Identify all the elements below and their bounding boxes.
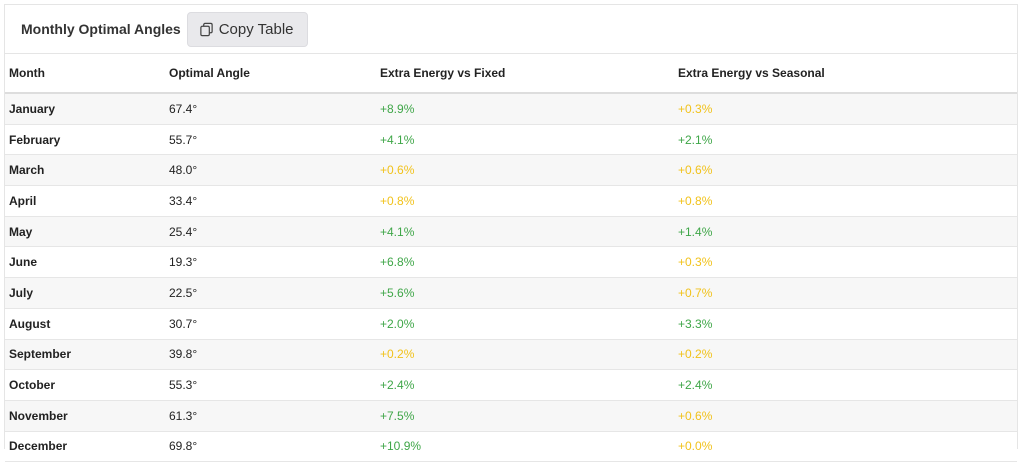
optimal-angles-panel: Monthly Optimal Angles Copy Table Month … (4, 4, 1018, 462)
month-cell: June (5, 246, 169, 279)
extra-vs-fixed-cell: +2.0% (380, 308, 678, 340)
extra-vs-seasonal-cell: +2.1% (678, 124, 1017, 156)
optimal-angle-cell: 55.7° (169, 124, 380, 156)
extra-vs-fixed-cell: +7.5% (380, 400, 678, 432)
table-body: January 67.4° +8.9% +0.3% February 55.7° +4.1%… (5, 93, 1017, 462)
extra-vs-fixed-cell: +8.9% (380, 93, 678, 125)
extra-vs-seasonal-cell: +0.0% (678, 431, 1017, 462)
extra-vs-seasonal-cell: +0.7% (678, 277, 1017, 309)
extra-vs-fixed-cell: +6.8% (380, 246, 678, 279)
extra-vs-seasonal-cell: +0.3% (678, 93, 1017, 125)
optimal-angle-cell: 33.4° (169, 185, 380, 217)
month-cell: July (5, 277, 169, 309)
table-row: December 69.8° +10.9% +0.0% (5, 431, 1017, 462)
column-header-optimal-angle[interactable]: Optimal Angle (169, 54, 380, 94)
optimal-angle-cell: 22.5° (169, 277, 380, 309)
column-header-month[interactable]: Month (5, 54, 169, 94)
extra-vs-seasonal-cell: +0.6% (678, 400, 1017, 432)
table-row: May 25.4° +4.1% +1.4% (5, 216, 1017, 248)
optimal-angle-cell: 55.3° (169, 369, 380, 401)
extra-vs-fixed-cell: +0.6% (380, 154, 678, 187)
table-row: June 19.3° +6.8% +0.3% (5, 246, 1017, 279)
extra-vs-fixed-cell: +0.2% (380, 339, 678, 371)
month-cell: August (5, 308, 169, 340)
panel-title: Monthly Optimal Angles (21, 21, 181, 37)
optimal-angle-cell: 25.4° (169, 216, 380, 248)
copy-table-button[interactable]: Copy Table (186, 11, 308, 47)
month-cell: January (5, 93, 169, 125)
column-header-extra-vs-fixed[interactable]: Extra Energy vs Fixed (380, 54, 678, 94)
table-row: October 55.3° +2.4% +2.4% (5, 369, 1017, 401)
extra-vs-seasonal-cell: +0.6% (678, 154, 1017, 187)
month-cell: December (5, 431, 169, 462)
extra-vs-fixed-cell: +5.6% (380, 277, 678, 309)
copy-icon (199, 22, 213, 36)
table-row: August 30.7° +2.0% +3.3% (5, 308, 1017, 340)
extra-vs-fixed-cell: +4.1% (380, 216, 678, 248)
month-cell: September (5, 339, 169, 371)
table-header-row: Month Optimal Angle Extra Energy vs Fixe… (5, 54, 1017, 94)
month-cell: February (5, 124, 169, 156)
table-row: July 22.5° +5.6% +0.7% (5, 277, 1017, 309)
optimal-angle-cell: 48.0° (169, 154, 380, 187)
table-row: September 39.8° +0.2% +0.2% (5, 339, 1017, 371)
table-row: March 48.0° +0.6% +0.6% (5, 154, 1017, 187)
extra-vs-seasonal-cell: +3.3% (678, 308, 1017, 340)
month-cell: November (5, 400, 169, 432)
extra-vs-fixed-cell: +0.8% (380, 185, 678, 217)
month-cell: May (5, 216, 169, 248)
table-row: April 33.4° +0.8% +0.8% (5, 185, 1017, 217)
extra-vs-seasonal-cell: +0.8% (678, 185, 1017, 217)
optimal-angle-cell: 39.8° (169, 339, 380, 371)
table-row: January 67.4° +8.9% +0.3% (5, 93, 1017, 125)
optimal-angle-cell: 61.3° (169, 400, 380, 432)
optimal-angle-cell: 69.8° (169, 431, 380, 462)
copy-table-label: Copy Table (218, 20, 294, 38)
panel-header: Monthly Optimal Angles Copy Table (5, 5, 1017, 54)
table-row: November 61.3° +7.5% +0.6% (5, 400, 1017, 432)
table-row: February 55.7° +4.1% +2.1% (5, 124, 1017, 156)
extra-vs-seasonal-cell: +1.4% (678, 216, 1017, 248)
extra-vs-fixed-cell: +2.4% (380, 369, 678, 401)
extra-vs-seasonal-cell: +0.3% (678, 246, 1017, 279)
column-header-extra-vs-seasonal[interactable]: Extra Energy vs Seasonal (678, 54, 1017, 94)
month-cell: October (5, 369, 169, 401)
extra-vs-seasonal-cell: +0.2% (678, 339, 1017, 371)
optimal-angle-cell: 67.4° (169, 93, 380, 125)
extra-vs-fixed-cell: +10.9% (380, 431, 678, 462)
month-cell: April (5, 185, 169, 217)
optimal-angle-cell: 30.7° (169, 308, 380, 340)
extra-vs-fixed-cell: +4.1% (380, 124, 678, 156)
optimal-angle-cell: 19.3° (169, 246, 380, 279)
optimal-angles-table: Month Optimal Angle Extra Energy vs Fixe… (5, 54, 1017, 462)
month-cell: March (5, 154, 169, 187)
extra-vs-seasonal-cell: +2.4% (678, 369, 1017, 401)
